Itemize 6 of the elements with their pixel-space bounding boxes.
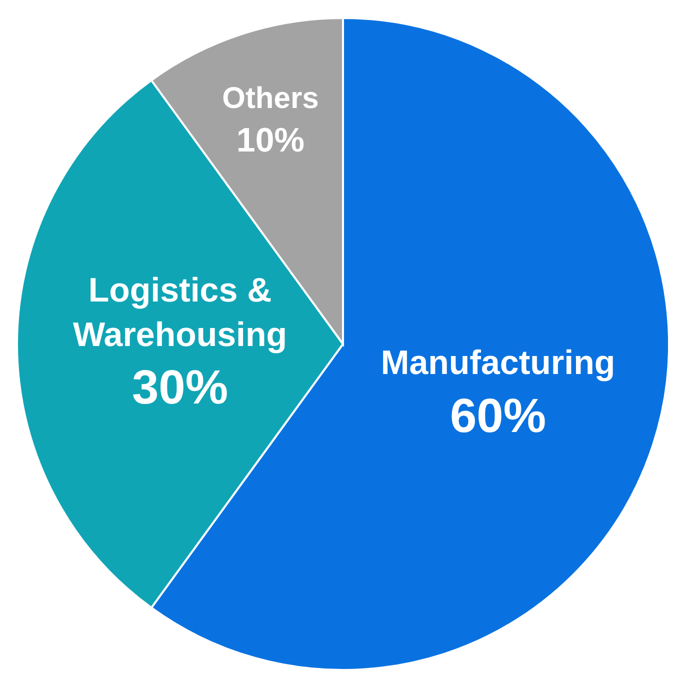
data-label: 30%: [132, 362, 228, 415]
data-label: 10%: [236, 121, 304, 160]
data-label: 60%: [450, 390, 546, 443]
slice-label: Manufacturing: [380, 344, 616, 382]
slice-label: Others: [222, 82, 319, 116]
slice-label: Logistics & Warehousing: [72, 272, 288, 354]
